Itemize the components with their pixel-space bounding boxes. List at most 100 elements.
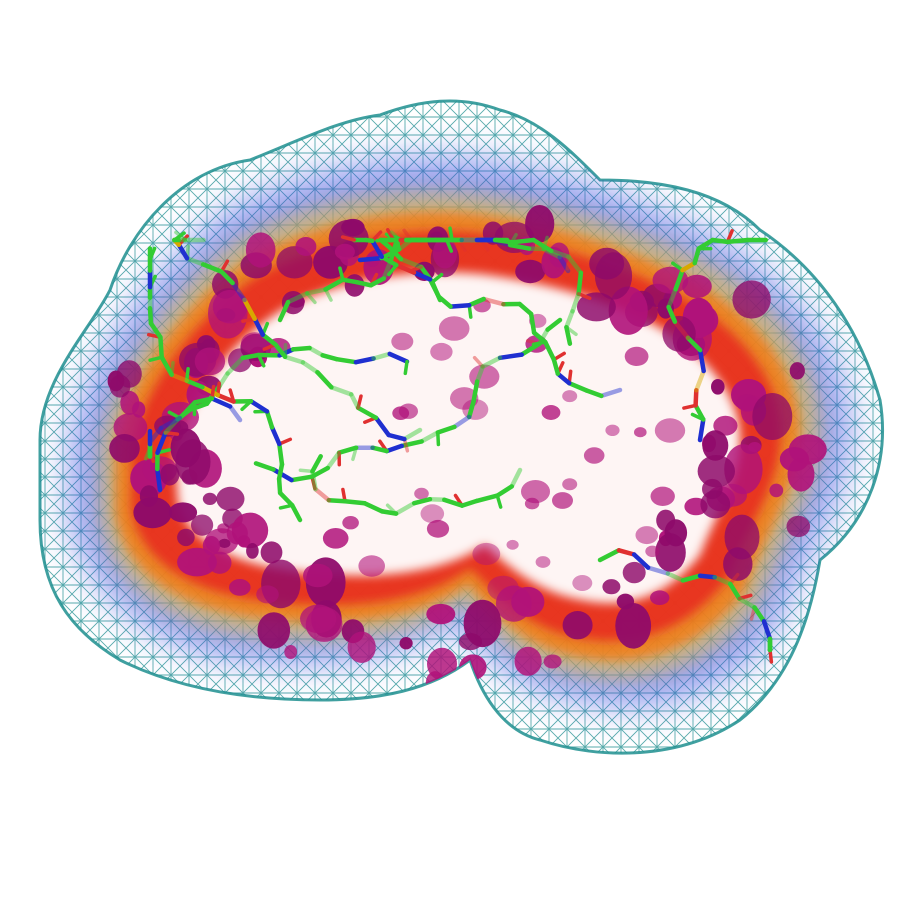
density-blob xyxy=(635,526,659,545)
bond-stick xyxy=(403,359,409,376)
density-blob xyxy=(514,646,542,676)
bond-stick xyxy=(356,394,363,410)
density-blob xyxy=(506,539,519,550)
bond-stick xyxy=(712,574,733,587)
density-blob xyxy=(303,563,333,588)
density-blob xyxy=(779,447,810,472)
bond-stick xyxy=(673,267,685,292)
density-blob xyxy=(724,444,763,495)
bond-stick xyxy=(225,355,245,376)
density-blob xyxy=(515,259,546,284)
bond-stick xyxy=(597,548,622,563)
bond-stick xyxy=(666,304,678,324)
density-blob xyxy=(216,486,245,511)
bond-stick xyxy=(325,450,342,471)
density-blob xyxy=(256,585,279,604)
density-blob xyxy=(594,252,633,300)
density-blob xyxy=(562,611,593,640)
bond-stick xyxy=(545,317,563,332)
density-blob xyxy=(229,579,251,596)
bond-stick xyxy=(555,371,572,386)
bond-stick xyxy=(680,573,703,583)
bond-stick xyxy=(631,552,651,570)
density-blob xyxy=(154,415,181,437)
density-blob xyxy=(525,205,555,243)
bond-stick xyxy=(517,301,534,317)
bond-stick xyxy=(353,356,376,365)
bond-stick xyxy=(176,242,190,261)
bond-stick xyxy=(177,400,198,421)
density-blob xyxy=(458,633,483,651)
density-blob xyxy=(562,390,578,403)
density-blob xyxy=(228,348,252,373)
bond-stick xyxy=(436,430,441,447)
bond-stick xyxy=(357,255,384,263)
density-blob xyxy=(109,434,140,463)
bond-stick xyxy=(543,339,557,362)
density-blob xyxy=(615,603,652,649)
density-blob xyxy=(786,515,811,538)
bond-stick xyxy=(548,248,571,260)
bond-stick xyxy=(192,396,215,405)
bond-stick xyxy=(411,270,433,282)
bond-stick xyxy=(362,501,385,514)
bond-stick xyxy=(155,430,168,456)
bond-stick xyxy=(248,398,270,414)
density-blob xyxy=(713,415,738,436)
bond-stick xyxy=(381,259,393,281)
density-blob xyxy=(414,487,429,500)
density-blob xyxy=(322,528,349,549)
density-blob xyxy=(399,637,413,650)
bond-stick xyxy=(427,496,447,503)
bond-stick xyxy=(480,355,503,369)
bond-stick xyxy=(427,277,442,299)
bond-stick xyxy=(209,396,233,409)
density-blob xyxy=(664,519,688,547)
density-blob xyxy=(562,478,578,491)
density-blob xyxy=(711,379,725,395)
bond-stick xyxy=(307,345,325,358)
density-blob xyxy=(662,315,696,352)
bond-stick xyxy=(174,230,187,242)
molecule-sticks xyxy=(143,226,774,664)
bond-stick xyxy=(300,360,320,375)
bond-stick xyxy=(200,384,221,398)
bond-stick xyxy=(566,254,584,276)
density-blob xyxy=(543,654,562,669)
density-blob xyxy=(769,483,784,498)
bond-stick xyxy=(752,605,767,624)
bond-stick xyxy=(370,445,389,454)
bond-stick xyxy=(570,291,581,314)
bond-stick xyxy=(509,237,536,245)
bond-stick xyxy=(697,347,706,374)
bond-stick xyxy=(419,430,441,444)
bond-stick xyxy=(200,262,224,274)
density-blob xyxy=(231,512,269,549)
density-blob xyxy=(334,243,355,260)
density-blob xyxy=(616,593,635,610)
bond-stick xyxy=(564,309,575,330)
density-blob xyxy=(572,575,593,591)
bond-stick xyxy=(435,424,457,435)
density-blob xyxy=(654,418,686,443)
density-blob xyxy=(295,237,317,256)
bond-stick xyxy=(326,497,348,504)
density-blob xyxy=(240,332,269,355)
density-blob xyxy=(342,516,359,530)
bond-stick xyxy=(323,277,346,292)
bond-stick xyxy=(368,276,387,288)
density-blob xyxy=(420,504,445,524)
bond-stick xyxy=(184,378,205,390)
bond-stick xyxy=(276,476,283,496)
bond-stick xyxy=(310,454,323,474)
bond-stick xyxy=(277,490,295,508)
density-blob xyxy=(459,654,487,680)
bond-stick xyxy=(398,256,424,270)
bond-stick xyxy=(340,277,360,285)
bond-stick xyxy=(727,581,742,601)
bond-stick xyxy=(692,246,701,266)
bond-stick xyxy=(459,498,480,508)
density-blob xyxy=(552,492,573,509)
bond-stick xyxy=(310,469,318,492)
